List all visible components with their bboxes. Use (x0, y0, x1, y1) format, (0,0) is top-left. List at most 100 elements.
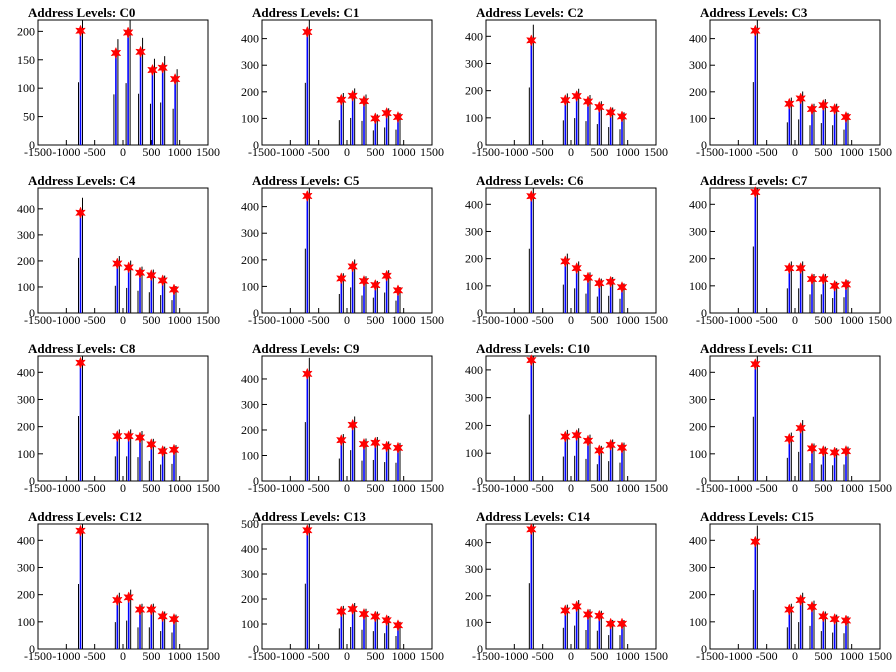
peak-marker (594, 100, 605, 114)
y-tick-label: 100 (241, 279, 259, 293)
x-tick-label: -1000 (276, 649, 304, 663)
peak-marker (168, 443, 180, 456)
peak-marker (134, 431, 146, 444)
x-tick-label: 1500 (196, 313, 220, 327)
peak-marker (370, 112, 381, 125)
x-tick-label: 1000 (392, 313, 416, 327)
peak-marker (616, 110, 628, 123)
panel-title: Address Levels: C8 (28, 341, 136, 356)
peak-marker (560, 255, 571, 268)
y-tick-label: 0 (253, 138, 259, 152)
x-tick-label: 1500 (868, 649, 892, 663)
y-tick-label: 400 (241, 200, 259, 214)
x-tick-label: 1500 (420, 145, 444, 159)
peak-marker (157, 610, 168, 623)
peak-marker (605, 438, 616, 452)
peak-marker (381, 440, 392, 453)
y-tick-label: 0 (29, 642, 35, 656)
y-tick-label: 200 (689, 252, 707, 266)
peak-marker (795, 92, 806, 105)
y-tick-label: 400 (689, 533, 707, 547)
panel-title: Address Levels: C0 (28, 5, 135, 20)
y-tick-label: 200 (465, 418, 483, 432)
y-tick-label: 200 (241, 592, 259, 606)
x-tick-label: 0 (792, 145, 798, 159)
y-tick-label: 0 (29, 306, 35, 320)
x-tick-label: 1500 (644, 481, 668, 495)
x-tick-label: 500 (814, 481, 832, 495)
y-tick-label: 100 (465, 279, 483, 293)
x-tick-label: -500 (756, 649, 778, 663)
plot-frame (709, 187, 881, 314)
peak-marker (347, 418, 358, 432)
chart-panel-2: Address Levels: C2 0 100 200 300 400 -1500 -100… (465, 5, 668, 159)
plot-frame (709, 523, 881, 650)
y-tick-label: 400 (465, 197, 483, 211)
chart-panel-9: Address Levels: C9 0 100 200 300 400 -1500 -100… (241, 341, 444, 495)
plot-frame (485, 523, 657, 650)
x-tick-label: -500 (756, 145, 778, 159)
peak-marker (302, 524, 313, 537)
chart-panel-14: Address Levels: C14 0 100 200 300 400 -1500 -10… (465, 509, 668, 663)
y-tick-label: 0 (29, 474, 35, 488)
peak-marker (168, 612, 180, 626)
y-tick-label: 300 (465, 562, 483, 576)
peak-marker (147, 63, 158, 77)
y-tick-label: 50 (23, 110, 35, 124)
x-tick-label: 1000 (616, 145, 640, 159)
panel-title: Address Levels: C2 (476, 5, 583, 20)
x-tick-label: -1500 (248, 313, 276, 327)
y-tick-label: 0 (253, 642, 259, 656)
peak-marker (392, 110, 404, 124)
chart-panel-4: Address Levels: C4 0 100 200 300 400 -1500 -100… (17, 173, 220, 327)
x-tick-label: -500 (756, 313, 778, 327)
panel-title: Address Levels: C11 (700, 341, 813, 356)
panel-title: Address Levels: C3 (700, 5, 808, 20)
y-tick-label: 400 (465, 536, 483, 550)
panel-title: Address Levels: C10 (476, 341, 590, 356)
x-tick-label: -1000 (276, 313, 304, 327)
x-tick-label: 0 (120, 313, 126, 327)
peak-marker (392, 619, 404, 632)
peak-marker (571, 89, 582, 103)
x-tick-label: -1500 (24, 481, 52, 495)
peak-marker (571, 600, 582, 613)
y-tick-label: 0 (477, 642, 483, 656)
peak-marker (784, 432, 795, 446)
peak-marker (616, 441, 628, 454)
peak-marker (302, 367, 313, 381)
peak-marker (560, 604, 571, 617)
y-tick-label: 100 (689, 615, 707, 629)
peak-marker (829, 612, 840, 626)
y-tick-label: 200 (689, 420, 707, 434)
panel-title: Address Levels: C9 (252, 341, 360, 356)
chart-panel-8: Address Levels: C8 0 100 200 300 400 -1500 -100… (17, 341, 220, 495)
panel-title: Address Levels: C14 (476, 509, 590, 524)
peak-marker (571, 262, 582, 275)
peak-marker (336, 434, 347, 447)
peak-marker (582, 271, 594, 284)
x-tick-label: 1000 (392, 481, 416, 495)
y-tick-label: 100 (465, 111, 483, 125)
y-tick-label: 300 (241, 226, 259, 240)
plot-frame (37, 19, 209, 146)
peak-marker (157, 444, 168, 458)
peak-marker (616, 617, 628, 630)
x-tick-label: -1500 (24, 649, 52, 663)
chart-panel-10: Address Levels: C10 0 100 200 300 400 -1500 -10… (465, 341, 668, 495)
x-tick-label: 500 (590, 649, 608, 663)
y-tick-label: 100 (17, 615, 35, 629)
y-tick-label: 200 (465, 252, 483, 266)
y-tick-label: 0 (253, 306, 259, 320)
plot-frame (261, 355, 433, 482)
x-tick-label: -1500 (696, 145, 724, 159)
x-tick-label: -1500 (248, 649, 276, 663)
y-tick-label: 300 (17, 560, 35, 574)
y-tick-label: 300 (689, 560, 707, 574)
y-tick-label: 500 (241, 517, 259, 531)
peak-marker (169, 72, 181, 86)
x-tick-label: 500 (814, 649, 832, 663)
plot-frame (485, 19, 657, 146)
x-tick-label: 0 (344, 481, 350, 495)
